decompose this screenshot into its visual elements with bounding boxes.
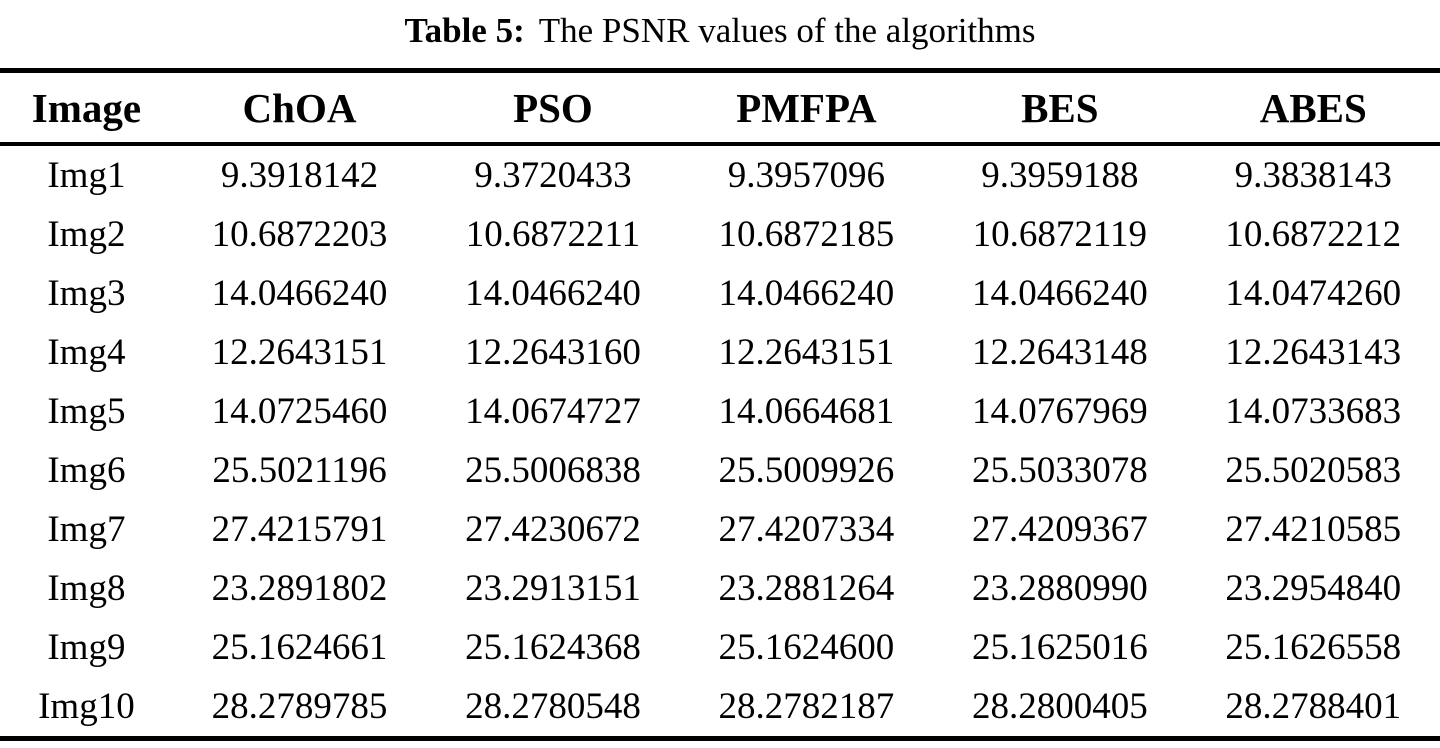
table-row: Img5 14.0725460 14.0674727 14.0664681 14.076… [0,382,1440,441]
psnr-value: 12.2643151 [211,332,388,373]
psnr-value: 14.0466240 [211,273,388,314]
psnr-value: 9.3838143 [1234,155,1392,196]
table-row: Img1 9.3918142 9.3720433 9.3957096 9.3959188… [0,144,1440,205]
row-label: Img3 [47,273,126,314]
psnr-value: 27.4230672 [465,509,641,550]
row-label: Img7 [47,509,126,550]
table-row: Img3 14.0466240 14.0466240 14.0466240 14.046… [0,264,1440,323]
psnr-value: 27.4210585 [1225,509,1402,550]
psnr-value: 10.6872119 [972,214,1148,255]
row-label: Img6 [47,450,126,491]
row-label: Img8 [47,568,126,609]
psnr-value: 25.1626558 [1225,627,1402,668]
table-row: Img7 27.4215791 27.4230672 27.4207334 27.420… [0,500,1440,559]
psnr-value: 25.5021196 [212,450,387,491]
table-row: Img2 10.6872203 10.6872211 10.6872185 10.687… [0,205,1440,264]
header-row: Image ChOA PSO PMFPA BES ABES [0,70,1440,146]
table-caption: Table 5: The PSNR values of the algorithm… [0,0,1440,68]
psnr-value: 14.0466240 [718,273,895,314]
table-row: Img4 12.2643151 12.2643160 12.2643151 12.264… [0,323,1440,382]
psnr-value: 14.0466240 [971,273,1148,314]
psnr-value: 14.0767969 [971,391,1148,432]
row-label: Img10 [38,686,135,727]
psnr-value: 28.2800405 [971,686,1148,727]
psnr-value: 14.0664681 [718,391,895,432]
psnr-value: 14.0674727 [465,391,641,432]
caption-text: The PSNR values of the algorithms [538,11,1036,50]
psnr-value: 10.6872211 [465,214,641,255]
psnr-value: 28.2780548 [465,686,641,727]
psnr-value: 25.5006838 [465,450,641,491]
row-label: Img2 [47,214,126,255]
column-header-pmfpa: PMFPA [679,70,934,146]
psnr-value: 25.5033078 [971,450,1148,491]
row-label: Img1 [47,155,126,196]
psnr-table-body: Img1 9.3918142 9.3720433 9.3957096 9.3959188… [0,144,1440,739]
table-row: Img6 25.5021196 25.5006838 25.5009926 25.503… [0,441,1440,500]
psnr-value: 25.1624368 [465,627,641,668]
psnr-value: 9.3957096 [727,155,886,196]
row-label: Img4 [47,332,126,373]
psnr-value: 12.2643148 [971,332,1148,373]
psnr-value: 27.4209367 [971,509,1148,550]
psnr-value: 25.1625016 [971,627,1148,668]
column-header-pso: PSO [426,70,680,146]
psnr-value: 23.2880990 [971,568,1148,609]
psnr-table: Image ChOA PSO PMFPA BES ABES Img1 9.3918… [0,68,1440,741]
psnr-value: 10.6872203 [211,214,388,255]
psnr-value: 9.3918142 [220,155,379,196]
table-row: Img8 23.2891802 23.2913151 23.2881264 23.288… [0,559,1440,618]
psnr-value: 25.5020583 [1225,450,1402,491]
psnr-value: 9.3959188 [981,155,1139,196]
column-header-image: Image [0,70,173,146]
caption-label: Table 5: [404,11,525,50]
psnr-value: 23.2913151 [465,568,641,609]
psnr-value: 27.4215791 [211,509,388,550]
row-label: Img9 [47,627,126,668]
psnr-value: 14.0725460 [211,391,388,432]
table-row: Img9 25.1624661 25.1624368 25.1624600 25.162… [0,618,1440,677]
table-row: Img10 28.2789785 28.2780548 28.2782187 28.28… [0,677,1440,739]
psnr-value: 25.1624661 [211,627,388,668]
row-label: Img5 [47,391,126,432]
psnr-value: 12.2643151 [718,332,895,373]
psnr-value: 14.0474260 [1225,273,1402,314]
psnr-value: 23.2954840 [1225,568,1402,609]
psnr-value: 9.3720433 [474,155,632,196]
column-header-choa: ChOA [172,70,427,146]
psnr-value: 28.2782187 [718,686,895,727]
column-header-abes: ABES [1186,70,1440,146]
column-header-bes: BES [933,70,1187,146]
psnr-value: 12.2643143 [1225,332,1402,373]
psnr-value: 10.6872212 [1225,214,1402,255]
psnr-value: 28.2788401 [1225,686,1402,727]
psnr-value: 25.1624600 [718,627,895,668]
psnr-value: 25.5009926 [718,450,895,491]
psnr-value: 28.2789785 [211,686,388,727]
psnr-value: 10.6872185 [718,214,895,255]
psnr-value: 27.4207334 [718,509,895,550]
psnr-value: 12.2643160 [465,332,641,373]
psnr-value: 14.0466240 [465,273,641,314]
psnr-value: 23.2881264 [718,568,895,609]
psnr-value: 23.2891802 [211,568,388,609]
psnr-value: 14.0733683 [1225,391,1402,432]
